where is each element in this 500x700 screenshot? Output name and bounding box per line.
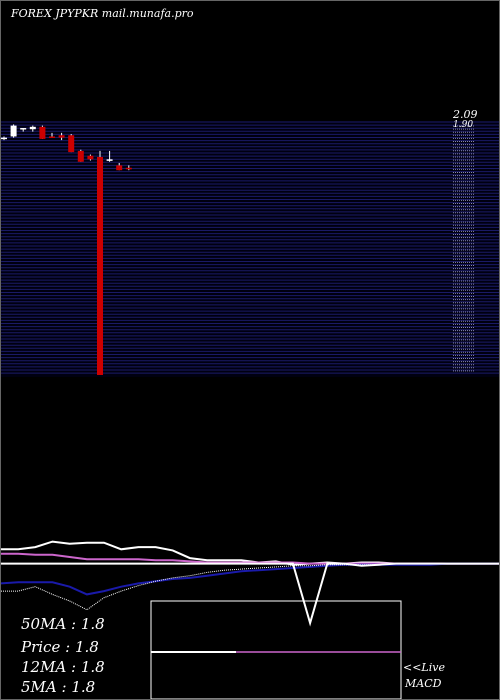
stat-price: Price : 1.8 xyxy=(20,638,99,656)
candle-body xyxy=(106,159,113,161)
moving-average-panel xyxy=(1,540,499,627)
candle-body xyxy=(29,126,36,130)
candle-body xyxy=(116,165,123,171)
chart-title: FOREX JPYPKR mail.munafa.pro xyxy=(10,7,194,20)
ma-line xyxy=(1,540,499,566)
candle-body xyxy=(68,135,75,153)
candle-body xyxy=(87,155,94,160)
candle-body xyxy=(125,167,132,170)
stat-50ma: 50MA : 1.8 xyxy=(21,615,105,633)
stat-12ma: 12MA : 1.8 xyxy=(21,658,105,676)
candle-body xyxy=(1,137,7,140)
candle-body xyxy=(20,128,27,130)
candle-body xyxy=(77,150,84,162)
ma-line xyxy=(1,562,499,627)
candle-body xyxy=(39,126,46,139)
candle-body xyxy=(97,156,103,375)
macd-panel: <<Live MACD xyxy=(150,600,445,699)
candle-body xyxy=(10,125,17,137)
macd-box xyxy=(150,600,402,699)
candles xyxy=(1,124,132,375)
ma-line xyxy=(1,552,499,565)
ma-line xyxy=(1,562,499,596)
macd-live-label: <<Live xyxy=(403,661,445,674)
stat-5ma: 5MA : 1.8 xyxy=(21,678,95,696)
y-axis-label-second: 1.90 xyxy=(453,120,473,130)
price-grid xyxy=(1,121,499,374)
stats-block: 50MA : 1.8 Price : 1.8 12MA : 1.8 5MA : … xyxy=(20,615,105,696)
price-panel: 2.09 1.90 xyxy=(1,108,499,377)
candle-body xyxy=(58,135,65,138)
candle-body xyxy=(49,136,55,138)
y-axis-label-top: 2.09 xyxy=(452,108,478,121)
macd-title: MACD xyxy=(404,677,442,690)
